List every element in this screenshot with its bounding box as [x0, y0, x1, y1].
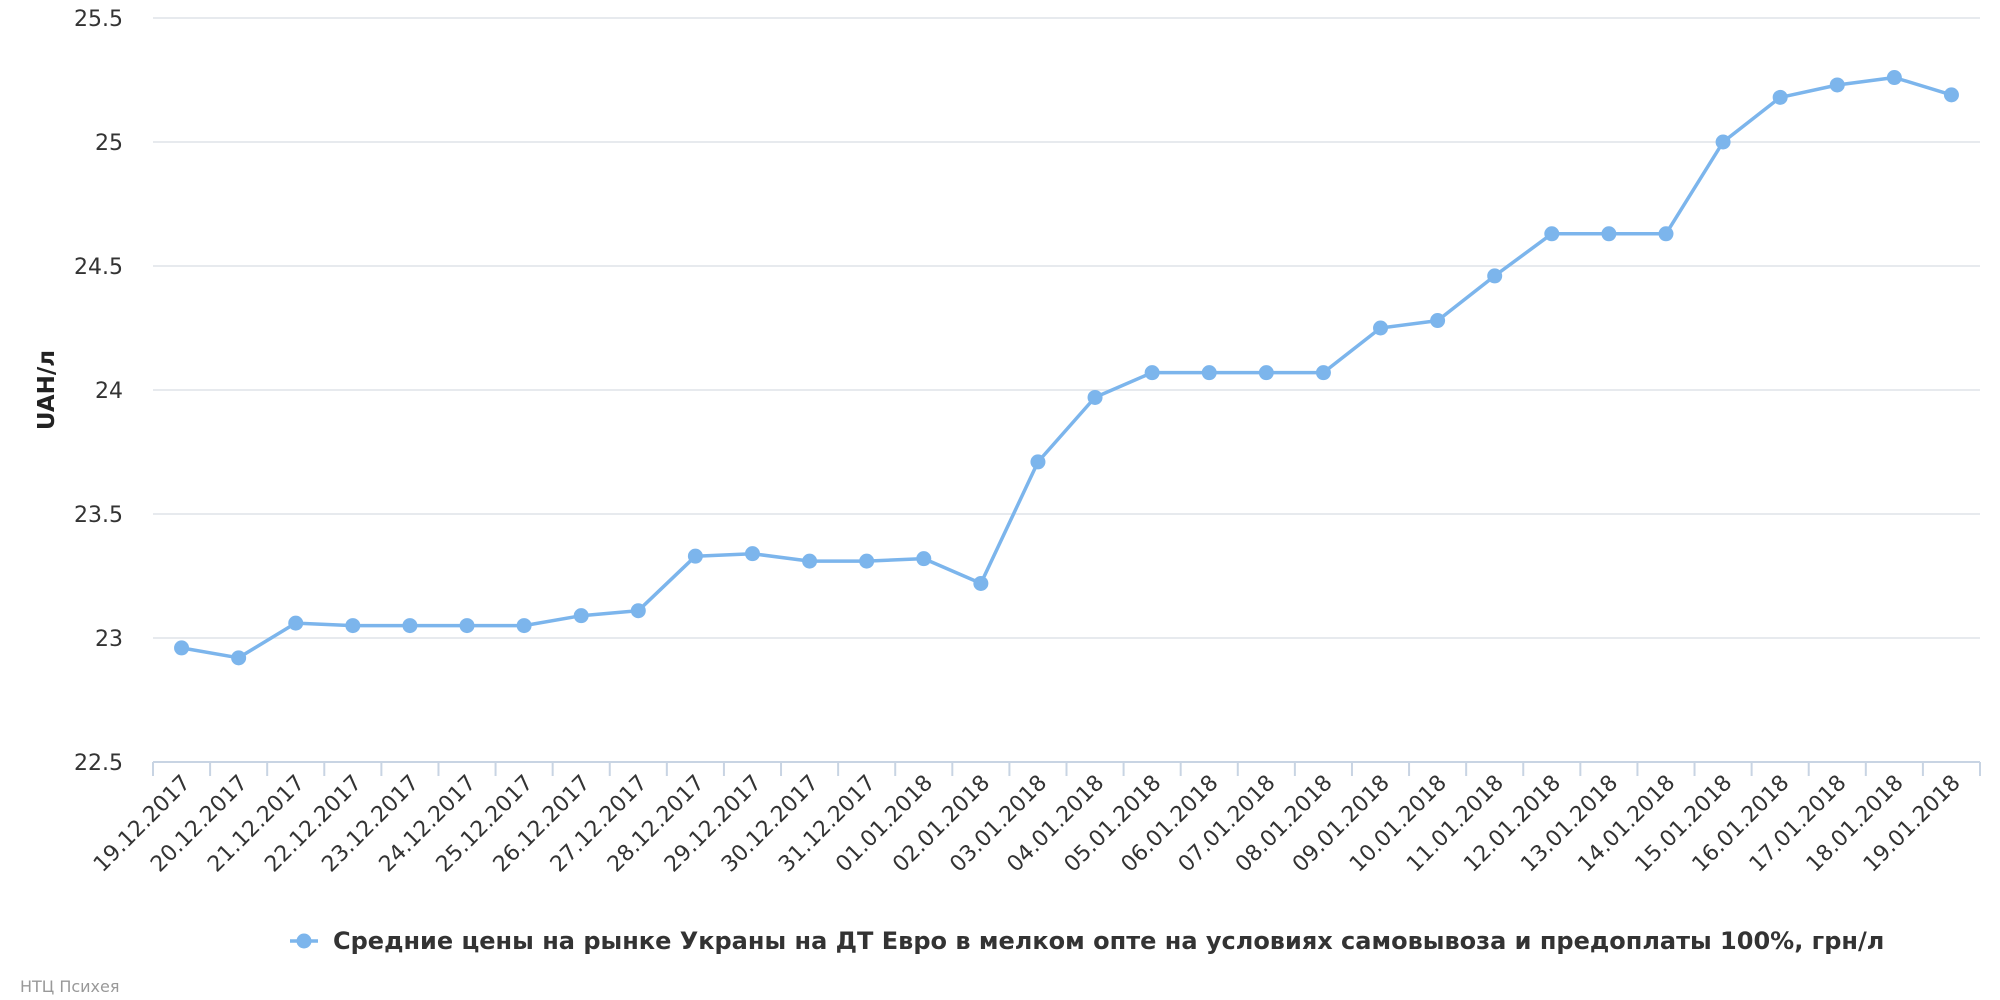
data-point[interactable] — [1943, 87, 1959, 103]
y-tick-label: 25.5 — [74, 7, 123, 32]
grid-lines — [153, 17, 1980, 639]
x-axis: 19.12.201720.12.201721.12.201722.12.2017… — [89, 761, 1981, 877]
data-point[interactable] — [1772, 89, 1788, 105]
data-point[interactable] — [1201, 365, 1217, 381]
y-tick-label: 24 — [95, 379, 123, 404]
y-tick-label: 25 — [95, 131, 123, 156]
y-axis-label: UAH/л — [34, 350, 60, 430]
data-point[interactable] — [1487, 268, 1503, 284]
data-point[interactable] — [1715, 134, 1731, 150]
data-point[interactable] — [345, 618, 361, 634]
y-tick-label: 24.5 — [74, 255, 123, 280]
data-point[interactable] — [802, 553, 818, 569]
y-tick-label: 23 — [95, 627, 123, 652]
data-point[interactable] — [859, 553, 875, 569]
data-point[interactable] — [516, 618, 532, 634]
chart-credit[interactable]: НТЦ Психея — [20, 977, 119, 996]
data-point[interactable] — [402, 618, 418, 634]
data-point[interactable] — [459, 618, 475, 634]
data-point[interactable] — [174, 640, 190, 656]
legend[interactable]: Средние цены на рынке Украны на ДТ Евро … — [290, 927, 1884, 955]
data-point[interactable] — [1601, 226, 1617, 242]
legend-series-marker — [296, 933, 312, 949]
y-axis-ticks: 22.5 23 23.5 24 24.5 25 25.5 — [74, 7, 123, 776]
data-point[interactable] — [1258, 365, 1274, 381]
data-point[interactable] — [1144, 365, 1160, 381]
data-point[interactable] — [687, 548, 703, 564]
data-point[interactable] — [1886, 70, 1902, 86]
y-tick-label: 23.5 — [74, 503, 123, 528]
data-point[interactable] — [744, 546, 760, 562]
data-point[interactable] — [1373, 320, 1389, 336]
data-point[interactable] — [1829, 77, 1845, 93]
data-point[interactable] — [1030, 454, 1046, 470]
data-point[interactable] — [973, 575, 989, 591]
data-point[interactable] — [1544, 226, 1560, 242]
data-point[interactable] — [630, 603, 646, 619]
y-tick-label: 22.5 — [74, 751, 123, 776]
data-point[interactable] — [288, 615, 304, 631]
data-point[interactable] — [1315, 365, 1331, 381]
series-layer — [174, 70, 1959, 666]
data-point[interactable] — [916, 551, 932, 567]
data-point[interactable] — [1087, 389, 1103, 405]
data-point[interactable] — [1658, 226, 1674, 242]
data-point[interactable] — [573, 608, 589, 624]
series-line — [181, 75, 1953, 660]
data-point[interactable] — [231, 650, 247, 666]
data-point[interactable] — [1430, 313, 1446, 329]
legend-series-label[interactable]: Средние цены на рынке Украны на ДТ Евро … — [333, 927, 1884, 955]
